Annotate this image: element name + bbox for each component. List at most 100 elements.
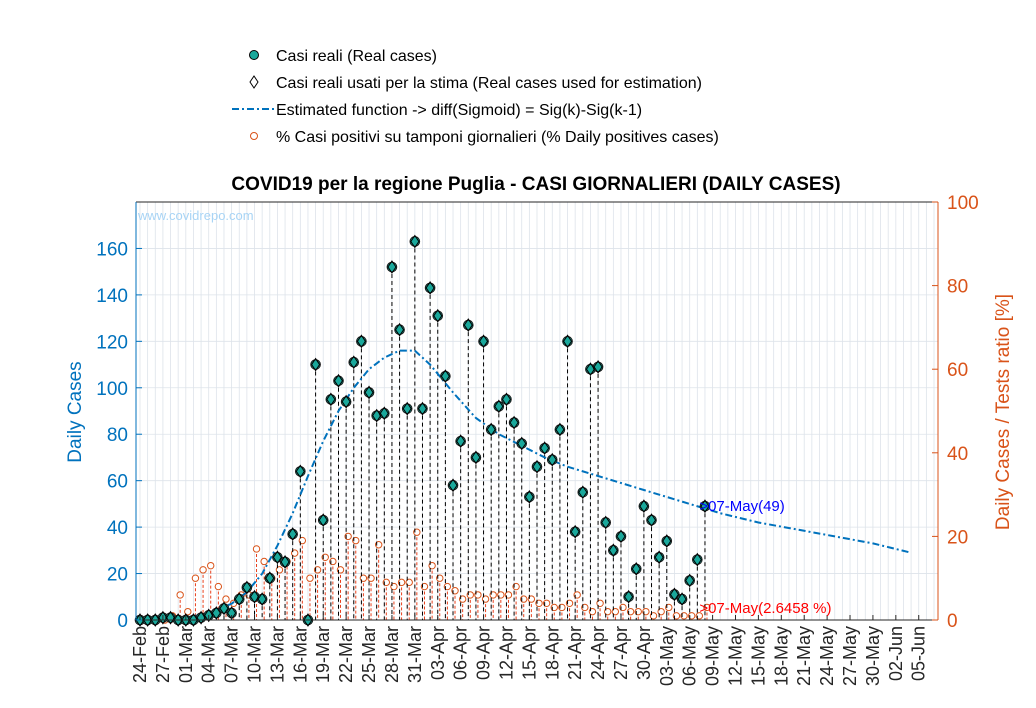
estimation-case-point <box>417 401 428 416</box>
legend-label-percent-positive: % Casi positivi su tamponi giornalieri (… <box>276 129 719 146</box>
x-tick-label: 07-Mar <box>222 626 242 683</box>
estimation-case-point <box>440 369 450 384</box>
estimation-case-point <box>387 260 397 274</box>
estimation-case-point <box>501 392 512 407</box>
watermark: www.covidrepo.com <box>137 208 254 223</box>
legend-marker-estimation-cases <box>249 75 259 89</box>
estimation-case-point <box>555 422 565 437</box>
estimation-case-point <box>219 601 229 616</box>
estimation-case-point <box>310 357 321 372</box>
y-tick-label-left: 20 <box>107 565 128 586</box>
x-tick-label: 24-Feb <box>130 626 150 683</box>
real-case-point <box>485 424 497 435</box>
x-tick-label: 22-Mar <box>336 626 356 683</box>
real-case-point <box>539 442 550 454</box>
legend-label-estimated-function: Estimated function -> diff(Sigmoid) = Si… <box>276 102 642 119</box>
grid-layer <box>136 202 938 621</box>
estimation-case-point <box>410 234 420 249</box>
percent-point <box>260 557 268 566</box>
real-case-point <box>508 417 520 428</box>
estimated-function-line <box>139 349 912 621</box>
x-tick-label: 24-Apr <box>588 626 608 680</box>
x-tick-label: 27-Feb <box>153 626 173 683</box>
legend-label-estimation-cases: Casi reali usati per la stima (Real case… <box>276 75 702 92</box>
real-case-point <box>310 359 321 370</box>
estimation-case-point <box>326 392 336 407</box>
estimation-case-point <box>433 308 443 323</box>
real-case-point <box>554 424 566 435</box>
real-case-point <box>661 535 673 547</box>
real-case-point <box>478 336 489 347</box>
estimation-case-point <box>654 550 664 565</box>
estimation-case-point <box>677 592 687 607</box>
x-tick-label: 21-Apr <box>565 626 585 680</box>
estimation-case-point <box>463 318 473 332</box>
chart-title: COVID19 per la regione Puglia - CASI GIO… <box>231 174 840 195</box>
real-case-point <box>363 387 375 398</box>
estimation-case-point <box>288 527 298 541</box>
real-case-point <box>531 461 543 473</box>
x-tick-label: 18-Apr <box>542 626 562 680</box>
real-case-point <box>493 401 505 412</box>
x-tick-label: 04-Mar <box>199 626 219 683</box>
estimation-case-point <box>272 550 283 565</box>
y-tick-label-right: 60 <box>947 360 968 381</box>
estimation-case-point <box>295 464 305 479</box>
real-case-point <box>264 572 276 584</box>
y-tick-label-left: 0 <box>117 611 128 632</box>
legend-label-real-cases: Casi reali (Real cases) <box>276 48 437 65</box>
x-tick-label: 03-Apr <box>428 626 448 680</box>
x-tick-label: 15-May <box>748 626 768 686</box>
percent-point <box>176 591 184 599</box>
estimation-case-point <box>356 334 367 349</box>
real-case-point <box>386 261 398 273</box>
y-tick-label-right: 100 <box>947 193 979 214</box>
real-case-point <box>608 545 619 556</box>
y-tick-label-right: 20 <box>947 527 968 548</box>
estimation-case-point <box>303 613 313 627</box>
x-tick-label: 27-Apr <box>611 626 631 680</box>
real-case-point <box>417 403 428 414</box>
x-tick-label: 10-Mar <box>245 626 265 683</box>
estimation-case-point <box>685 573 695 588</box>
estimation-case-point <box>456 434 466 449</box>
annotation-last-cases: >07-May(49) <box>699 498 784 515</box>
x-tick-label: 13-Mar <box>267 626 287 683</box>
estimation-case-point <box>333 373 344 388</box>
y-tick-label-left: 40 <box>107 518 128 539</box>
estimation-case-point <box>372 408 382 423</box>
estimation-case-point <box>547 452 557 467</box>
real-case-point <box>379 408 390 419</box>
real-case-point <box>424 282 436 294</box>
real-case-point <box>279 556 291 568</box>
x-tick-label: 24-May <box>817 626 837 686</box>
real-case-point <box>462 319 474 331</box>
y-tick-label-left: 80 <box>107 425 128 446</box>
x-tick-label: 30-Apr <box>634 626 654 680</box>
estimation-case-point <box>242 580 252 595</box>
estimation-case-point <box>631 562 641 576</box>
x-tick-label: 06-Apr <box>451 626 471 680</box>
real-case-point <box>295 466 306 477</box>
real-case-point <box>241 582 253 593</box>
estimation-case-point <box>524 490 534 504</box>
y-tick-label-left: 120 <box>96 332 128 353</box>
real-case-point <box>630 563 642 575</box>
y-tick-label-right: 0 <box>947 611 958 632</box>
estimation-case-point <box>578 485 588 500</box>
estimation-case-point <box>402 401 412 416</box>
estimation-case-point <box>364 385 374 400</box>
cases-layer <box>134 234 912 627</box>
estimation-case-point <box>585 362 596 377</box>
estimation-case-point <box>196 610 206 625</box>
estimation-case-point <box>143 613 153 627</box>
estimation-case-point <box>249 589 260 604</box>
y-axis-right-label: Daily Cases / Tests ratio [%] <box>993 294 1014 530</box>
real-case-point <box>340 396 352 408</box>
estimation-case-point <box>494 399 504 414</box>
real-case-point <box>516 438 528 449</box>
x-tick-label: 03-May <box>657 626 677 686</box>
estimation-case-point <box>135 613 145 627</box>
percent-point <box>191 574 200 582</box>
